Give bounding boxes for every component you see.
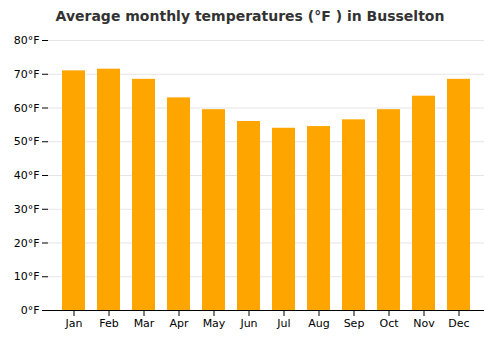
svg-text:20°F: 20°F [14,237,40,250]
svg-text:Apr: Apr [169,317,189,330]
svg-text:Mar: Mar [134,317,155,330]
svg-text:Feb: Feb [99,317,118,330]
svg-text:70°F: 70°F [14,68,40,81]
svg-text:Oct: Oct [379,317,399,330]
svg-text:Jul: Jul [276,317,290,330]
svg-text:Aug: Aug [308,317,329,330]
svg-text:Sep: Sep [344,317,365,330]
html-text:Average monthly temperatures (: Average monthly temperatures (°F ) in Bu… [55,8,445,24]
svg-text:Jun: Jun [239,317,257,330]
svg-text:0°F: 0°F [21,304,40,317]
svg-text:80°F: 80°F [14,34,40,47]
svg-text:10°F: 10°F [14,270,40,283]
svg-text:Dec: Dec [448,317,469,330]
svg-text:30°F: 30°F [14,203,40,216]
svg-text:50°F: 50°F [14,135,40,148]
svg-text:60°F: 60°F [14,102,40,115]
svg-text:Nov: Nov [413,317,435,330]
svg-text:40°F: 40°F [14,169,40,182]
svg-text:May: May [203,317,226,330]
svg-text:Jan: Jan [65,317,83,330]
